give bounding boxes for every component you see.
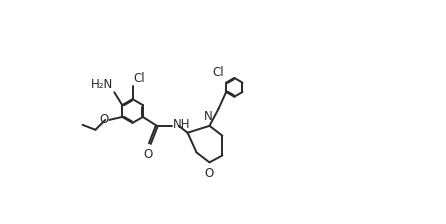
Text: O: O bbox=[99, 113, 108, 126]
Text: O: O bbox=[205, 167, 214, 180]
Text: Cl: Cl bbox=[133, 72, 145, 85]
Text: H₂N: H₂N bbox=[91, 78, 113, 91]
Text: NH: NH bbox=[173, 118, 190, 131]
Text: N: N bbox=[204, 110, 213, 123]
Text: Cl: Cl bbox=[213, 66, 224, 79]
Text: O: O bbox=[143, 148, 153, 161]
